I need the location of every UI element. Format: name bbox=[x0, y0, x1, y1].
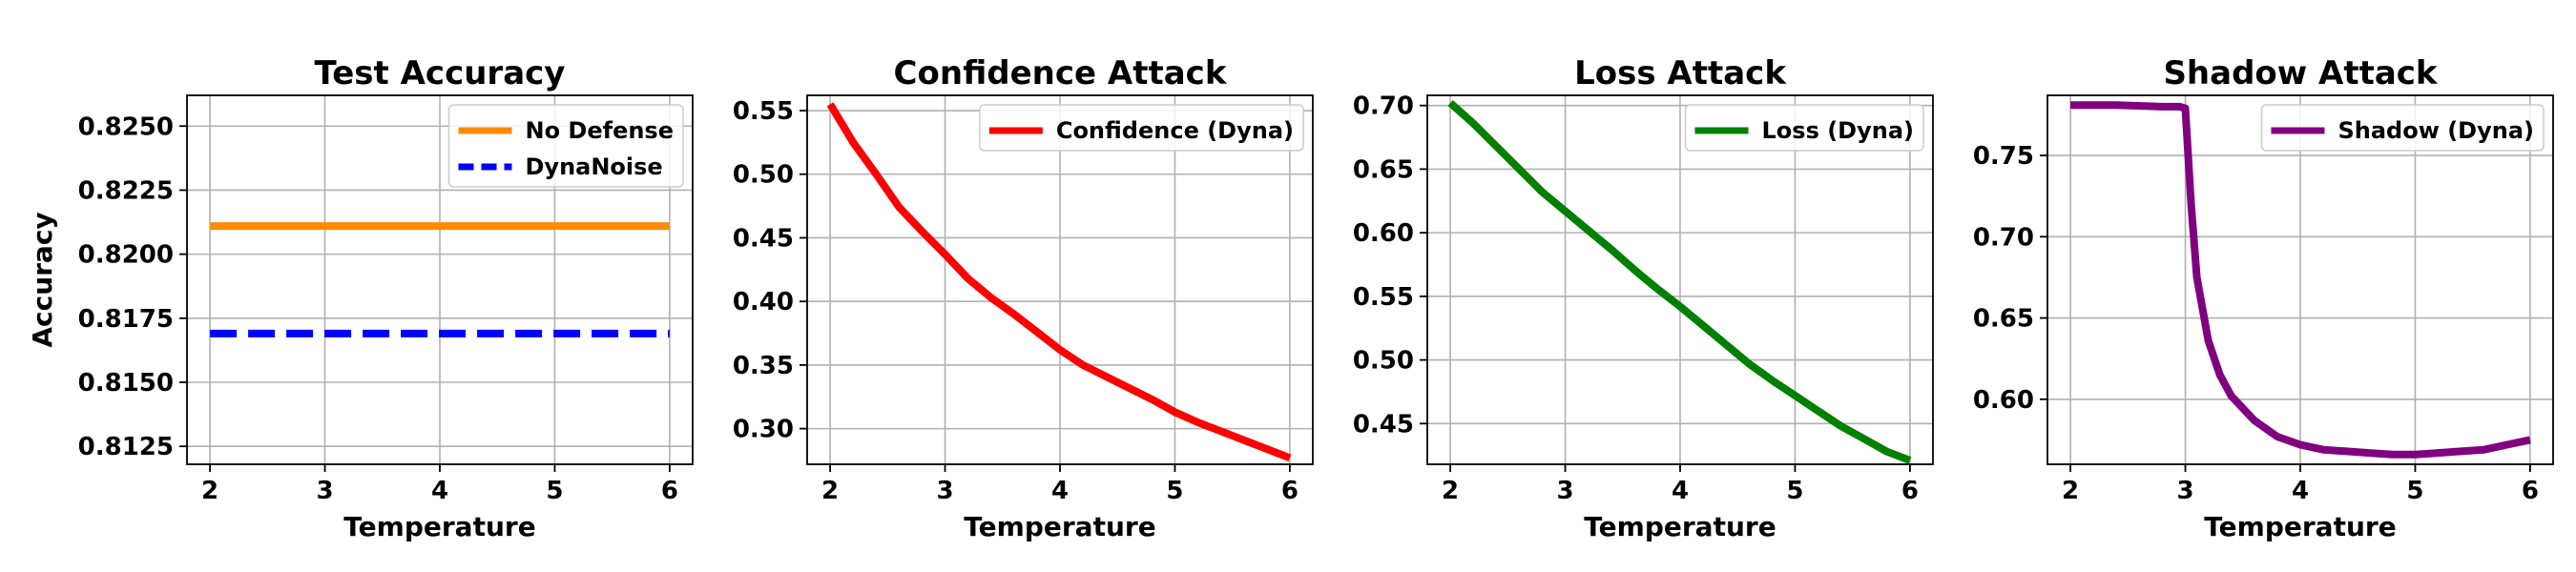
x-tick-label: 5 bbox=[1166, 477, 1183, 505]
x-tick-label: 6 bbox=[2522, 477, 2539, 505]
series-line-1 bbox=[1447, 100, 1912, 464]
chart-title: Shadow Attack bbox=[2163, 54, 2438, 92]
x-axis-label: Temperature bbox=[1584, 511, 1776, 542]
legend: Shadow (Dyna) bbox=[2260, 104, 2545, 152]
x-tick-label: 4 bbox=[1672, 477, 1689, 505]
x-tick-label: 3 bbox=[936, 477, 953, 505]
y-tick-label: 0.40 bbox=[733, 288, 794, 317]
y-tick-label: 0.8200 bbox=[78, 241, 174, 270]
x-tick-label: 2 bbox=[821, 477, 839, 505]
y-tick-label: 0.55 bbox=[1353, 283, 1414, 312]
chart-title: Confidence Attack bbox=[894, 54, 1228, 92]
y-tick-label: 0.50 bbox=[733, 161, 794, 190]
y-tick-label: 0.60 bbox=[1353, 219, 1414, 248]
y-tick-label: 0.8175 bbox=[78, 305, 174, 334]
legend-label: No Defense bbox=[526, 117, 675, 144]
legend: Loss (Dyna) bbox=[1684, 104, 1924, 152]
y-tick-label: 0.50 bbox=[1353, 347, 1414, 376]
y-tick-label: 0.55 bbox=[733, 97, 794, 126]
y-tick-label: 0.45 bbox=[733, 224, 794, 253]
x-tick-label: 5 bbox=[2406, 477, 2423, 505]
legend-box bbox=[2260, 104, 2545, 152]
y-tick-label: 0.8150 bbox=[78, 369, 174, 398]
x-tick-label: 4 bbox=[1051, 477, 1069, 505]
chart-title: Loss Attack bbox=[1574, 54, 1787, 92]
y-tick-label: 0.65 bbox=[1973, 305, 2034, 334]
x-tick-label: 4 bbox=[2292, 477, 2309, 505]
x-tick-label: 6 bbox=[1281, 477, 1298, 505]
y-tick-label: 0.35 bbox=[733, 352, 794, 380]
chart-panel-2: 2 3 4 5 6 0.30 0.35 0.40 0.45 0.50 0.55 Confidence … bbox=[733, 54, 1314, 542]
y-tick-label: 0.70 bbox=[1973, 223, 2034, 252]
legend-label: Shadow (Dyna) bbox=[2337, 117, 2534, 144]
x-tick-label: 6 bbox=[661, 477, 678, 505]
y-tick-label: 0.8250 bbox=[78, 112, 174, 141]
y-tick-label: 0.8225 bbox=[78, 176, 174, 205]
x-tick-label: 2 bbox=[201, 477, 218, 505]
legend-label: Confidence (Dyna) bbox=[1056, 117, 1294, 144]
series-line-1 bbox=[2070, 101, 2531, 459]
y-tick-label: 0.60 bbox=[1973, 386, 2034, 415]
x-tick-label: 3 bbox=[1556, 477, 1573, 505]
x-tick-label: 4 bbox=[431, 477, 448, 505]
x-tick-label: 5 bbox=[1786, 477, 1803, 505]
chart-panel-1: 2 3 4 5 6 0.8125 0.8150 0.8175 0.8200 0.8225 0.825… bbox=[27, 54, 694, 542]
x-tick-label: 3 bbox=[2176, 477, 2193, 505]
y-tick-label: 0.75 bbox=[1973, 142, 2034, 171]
x-axis-label: Temperature bbox=[964, 511, 1155, 542]
y-tick-label: 0.30 bbox=[733, 416, 794, 444]
y-tick-label: 0.65 bbox=[1353, 155, 1414, 184]
x-tick-label: 2 bbox=[2062, 477, 2079, 505]
y-tick-label: 0.70 bbox=[1353, 92, 1414, 121]
legend-label: DynaNoise bbox=[526, 153, 663, 180]
legend: Confidence (Dyna) bbox=[979, 104, 1304, 152]
x-tick-label: 2 bbox=[1442, 477, 1459, 505]
legend-box bbox=[1684, 104, 1924, 152]
y-tick-label: 0.45 bbox=[1353, 410, 1414, 439]
x-axis-label: Temperature bbox=[343, 511, 535, 542]
chart-panel-4: 2 3 4 5 6 0.60 0.65 0.70 0.75 Shadow Attack Temper… bbox=[1973, 54, 2554, 542]
x-tick-label: 5 bbox=[546, 477, 563, 505]
legend-label: Loss (Dyna) bbox=[1762, 117, 1915, 144]
x-tick-label: 6 bbox=[1901, 477, 1919, 505]
x-tick-label: 3 bbox=[316, 477, 333, 505]
y-axis-label: Accuracy bbox=[27, 212, 58, 347]
series-line-1 bbox=[826, 102, 1292, 462]
chart-title: Test Accuracy bbox=[315, 54, 566, 92]
chart-panel-3: 2 3 4 5 6 0.45 0.50 0.55 0.60 0.65 0.70 Loss Attack… bbox=[1353, 54, 1934, 542]
y-tick-label: 0.8125 bbox=[78, 433, 174, 461]
legend-box bbox=[979, 104, 1304, 152]
legend: No Defense DynaNoise bbox=[447, 104, 684, 188]
x-axis-label: Temperature bbox=[2204, 511, 2396, 542]
